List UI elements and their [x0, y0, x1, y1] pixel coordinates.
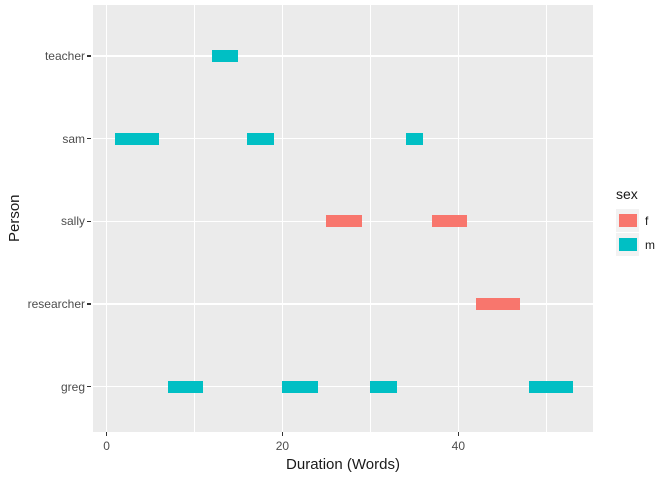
x-tick-label-0: 0	[103, 439, 110, 453]
interval-bar-greg-7	[168, 380, 204, 393]
y-axis-title: Person	[6, 194, 23, 243]
interval-bar-teacher-12	[212, 50, 239, 62]
interval-bar-greg-20	[282, 380, 318, 393]
gridline-major-x-0	[105, 5, 108, 432]
x-axis-title: Duration (Words)	[286, 456, 400, 473]
legend-key-f	[616, 209, 639, 232]
x-tick-mark-20	[281, 432, 284, 436]
interval-bar-greg-30	[370, 380, 397, 393]
y-tick-label-teacher: teacher	[44, 49, 85, 63]
y-tick-label-sam: sam	[62, 131, 85, 146]
gridline-row-sam	[93, 137, 593, 140]
y-tick-mark-researcher	[87, 303, 91, 305]
interval-bar-sam-16	[247, 132, 274, 145]
gridline-major-x-20	[281, 5, 284, 432]
y-tick-mark-sam	[87, 137, 91, 140]
y-tick-mark-teacher	[87, 55, 91, 57]
x-tick-mark-0	[105, 432, 108, 436]
legend-swatch-f	[618, 214, 637, 227]
interval-bar-sam-34	[405, 132, 424, 145]
y-tick-label-greg: greg	[60, 379, 85, 394]
legend-item-m: m	[616, 233, 672, 256]
legend-item-f: f	[616, 209, 672, 232]
gridline-row-researcher	[93, 303, 593, 305]
y-tick-label-sally: sally	[60, 214, 85, 229]
x-tick-label-40: 40	[451, 439, 466, 453]
gridline-minor-x-30	[369, 5, 371, 432]
gridline-minor-x-50	[545, 5, 547, 432]
y-tick-label-researcher: researcher	[27, 296, 85, 311]
x-tick-label-20: 20	[275, 439, 290, 453]
legend-key-m	[616, 233, 639, 256]
gridline-minor-x-10	[193, 5, 195, 432]
legend-swatch-m	[618, 238, 637, 251]
legend-title: sex	[616, 186, 638, 202]
interval-bar-researcher-42	[475, 297, 520, 310]
legend-label-m: m	[645, 237, 655, 252]
interval-bar-sam-1	[115, 132, 160, 145]
interval-bar-greg-48	[528, 380, 573, 393]
y-tick-mark-sally	[87, 220, 91, 222]
gridline-row-greg	[93, 385, 593, 388]
legend-label-f: f	[645, 213, 649, 228]
interval-bar-sally-37	[431, 215, 468, 228]
x-tick-mark-40	[457, 432, 460, 436]
y-tick-mark-greg	[87, 385, 91, 388]
gridline-row-teacher	[93, 55, 593, 57]
plot-panel	[93, 5, 593, 432]
interval-bar-sally-25	[326, 215, 362, 228]
